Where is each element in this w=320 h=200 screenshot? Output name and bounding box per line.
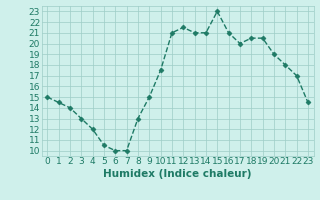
- X-axis label: Humidex (Indice chaleur): Humidex (Indice chaleur): [103, 169, 252, 179]
